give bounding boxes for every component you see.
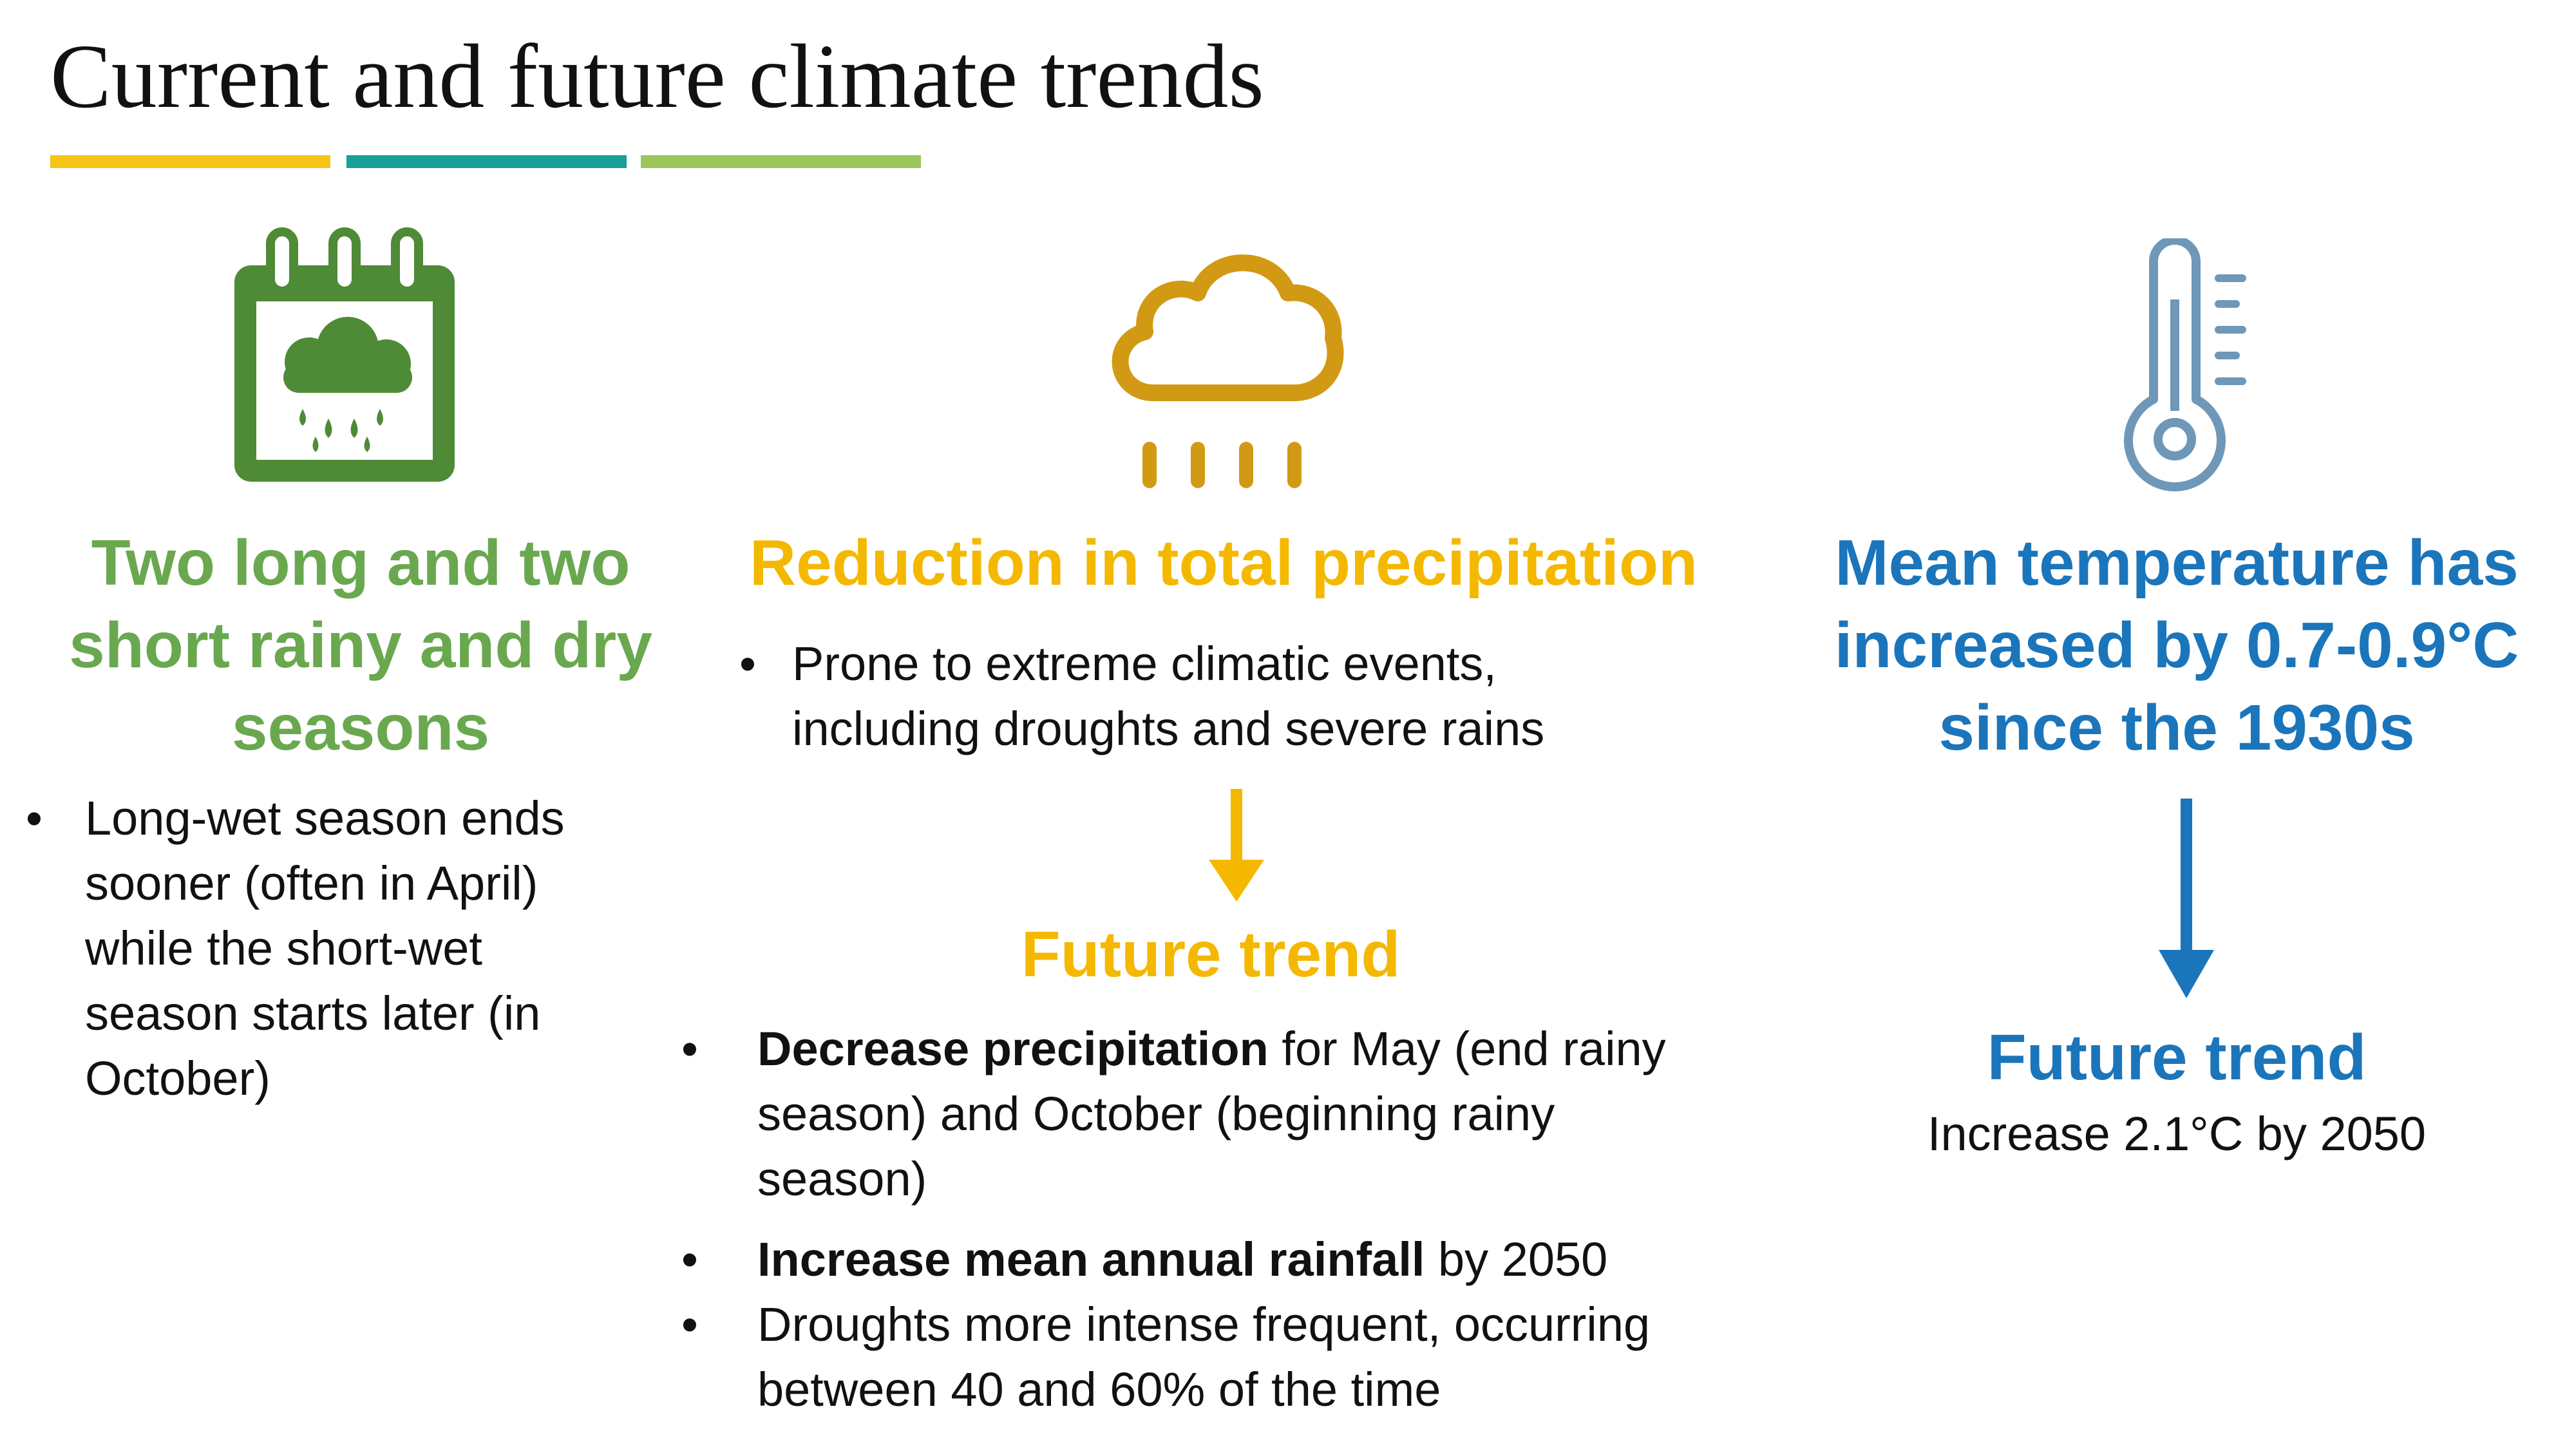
page-title: Current and future climate trends bbox=[50, 25, 1264, 127]
temperature-future-heading: Future trend bbox=[1987, 1021, 2367, 1094]
list-item: • Long-wet season ends sooner (often in … bbox=[26, 786, 605, 1111]
future-bullet-bold: Increase mean annual rainfall bbox=[757, 1233, 1425, 1286]
calendar-rain-icon bbox=[234, 227, 455, 482]
future-bullet-text: Droughts more intense frequent, occurrin… bbox=[757, 1298, 1651, 1416]
accent-bar-teal bbox=[346, 155, 627, 168]
precipitation-future-heading: Future trend bbox=[1021, 918, 1401, 990]
arrow-down-icon bbox=[1209, 789, 1264, 902]
precipitation-future-list: • Decrease precipitation for May (end ra… bbox=[681, 1016, 1731, 1422]
thermometer-icon bbox=[2124, 238, 2246, 491]
list-item: • Increase mean annual rainfall by 2050 bbox=[681, 1227, 1731, 1292]
future-bullet-text: by 2050 bbox=[1425, 1233, 1608, 1286]
bullet-icon: • bbox=[681, 1022, 698, 1075]
list-item: • Droughts more intense frequent, occurr… bbox=[681, 1292, 1731, 1422]
bullet-icon: • bbox=[681, 1298, 698, 1351]
future-bullet-text: for May (end rainy season) and October (… bbox=[757, 1022, 1666, 1206]
seasons-bullet-text: Long-wet season ends sooner (often in Ap… bbox=[85, 791, 565, 1105]
seasons-bullet-list: • Long-wet season ends sooner (often in … bbox=[26, 786, 605, 1111]
rain-cloud-icon bbox=[1112, 254, 1344, 488]
accent-bar-green bbox=[641, 155, 921, 168]
accent-bar-yellow bbox=[50, 155, 330, 168]
precipitation-bullet-list: • Prone to extreme climatic events, incl… bbox=[739, 631, 1641, 761]
bullet-icon: • bbox=[681, 1233, 698, 1286]
precipitation-bullet-text: Prone to extreme climatic events, includ… bbox=[792, 637, 1545, 755]
arrow-down-icon bbox=[2159, 799, 2214, 998]
seasons-heading: Two long and two short rainy and dry sea… bbox=[69, 527, 652, 764]
list-item: • Prone to extreme climatic events, incl… bbox=[739, 631, 1641, 761]
bullet-icon: • bbox=[739, 637, 756, 690]
list-item: • Decrease precipitation for May (end ra… bbox=[681, 1016, 1731, 1211]
precipitation-heading: Reduction in total precipitation bbox=[749, 527, 1698, 599]
temperature-future-text: Increase 2.1°C by 2050 bbox=[1927, 1107, 2427, 1160]
future-bullet-bold: Decrease precipitation bbox=[757, 1022, 1269, 1075]
bullet-icon: • bbox=[26, 791, 43, 845]
temperature-heading: Mean temperature has increased by 0.7-0.… bbox=[1834, 527, 2519, 764]
